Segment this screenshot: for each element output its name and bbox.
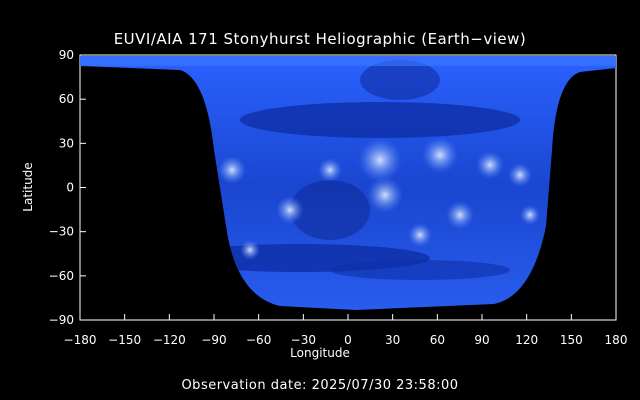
y-tick-label: 0: [66, 181, 74, 195]
x-tick-label: −90: [201, 333, 226, 347]
x-tick-label: 0: [344, 333, 352, 347]
x-tick-label: −120: [153, 333, 186, 347]
x-tick-label: 60: [430, 333, 445, 347]
x-axis: −180 −150 −120 −90 −60 −30 0 30 60 90 120 150 180: [64, 314, 628, 347]
x-axis-label: Longitude: [290, 346, 350, 360]
y-tick-label: −30: [49, 225, 74, 239]
x-tick-label: −180: [64, 333, 97, 347]
x-tick-label: −150: [108, 333, 141, 347]
x-tick-label: 150: [560, 333, 583, 347]
x-tick-label: 120: [515, 333, 538, 347]
y-tick-label: 90: [59, 48, 74, 62]
y-tick-label: −90: [49, 313, 74, 327]
x-tick-label: 180: [605, 333, 628, 347]
x-tick-label: 30: [385, 333, 400, 347]
y-axis-label: Latitude: [21, 162, 35, 212]
y-axis: 90 60 30 0 −30 −60 −90: [49, 48, 86, 327]
x-tick-label: 90: [474, 333, 489, 347]
observation-date: Observation date: 2025/07/30 23:58:00: [181, 378, 459, 393]
y-tick-label: −60: [49, 269, 74, 283]
y-tick-label: 30: [59, 136, 74, 150]
y-tick-label: 60: [59, 92, 74, 106]
map-title: EUVI/AIA 171 Stonyhurst Heliographic (Ea…: [113, 30, 527, 48]
x-tick-label: −30: [291, 333, 316, 347]
x-tick-label: −60: [246, 333, 271, 347]
